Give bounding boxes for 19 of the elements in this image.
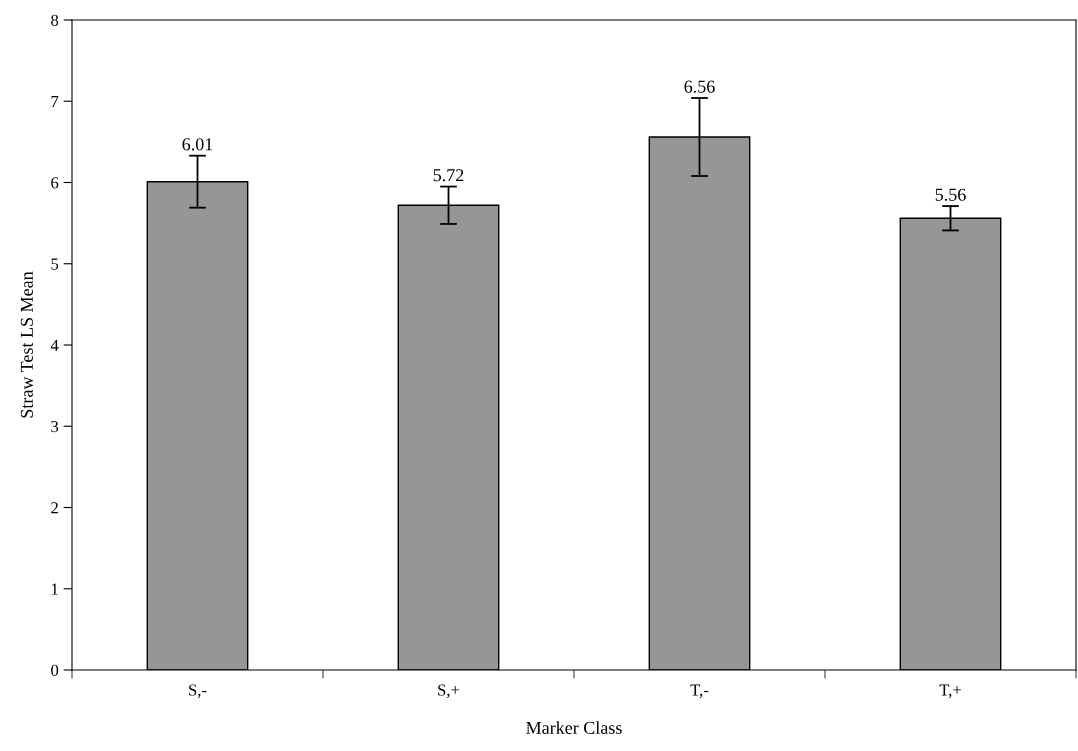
x-tick-label: S,-: [189, 684, 207, 699]
y-tick-label: 0: [51, 664, 59, 676]
y-tick-label: 3: [51, 421, 59, 433]
y-tick-label: 4: [50, 339, 59, 351]
y-axis-title: Straw Test LS Mean: [20, 271, 33, 418]
y-tick-label: 1: [51, 583, 58, 595]
y-tick-label: 2: [51, 502, 58, 514]
data-label: 6.01: [182, 138, 213, 151]
data-label: 5.72: [433, 169, 464, 182]
x-tick-label: S,+: [438, 684, 460, 699]
y-tick-label: 5: [51, 258, 59, 270]
data-label: 5.56: [935, 188, 966, 201]
y-tick-label: 6: [51, 177, 59, 189]
data-label: 6.56: [684, 80, 715, 93]
x-tick-label: T,-: [690, 684, 709, 699]
x-tick-label: T,+: [939, 684, 961, 699]
y-tick-label: 7: [51, 96, 59, 108]
y-tick-label: 8: [51, 14, 59, 26]
x-axis-title: Marker Class: [526, 721, 622, 734]
